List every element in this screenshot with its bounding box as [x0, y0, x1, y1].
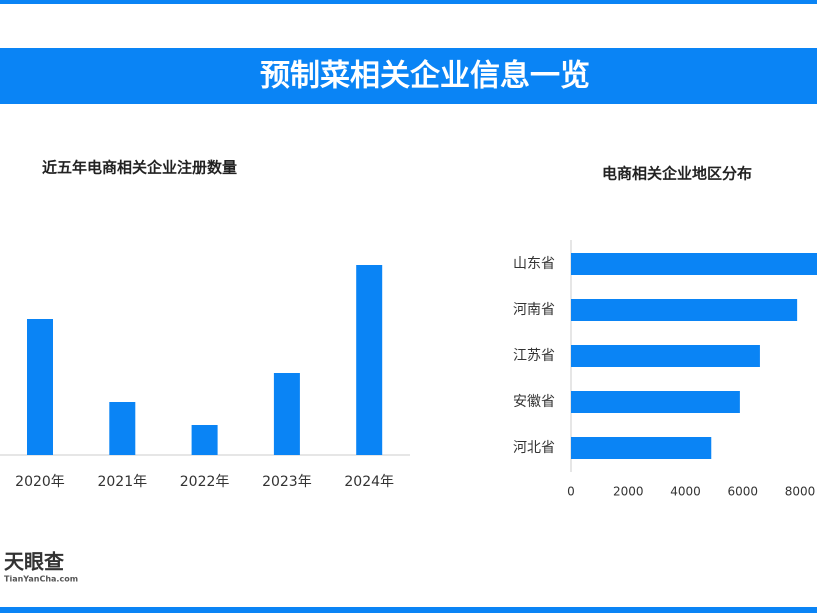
bar — [273, 373, 300, 455]
x-tick-label: 0 — [567, 485, 575, 499]
x-tick-label: 8000 — [785, 485, 816, 499]
y-tick-label: 山东省 — [513, 256, 555, 272]
x-tick-label: 2021年 — [97, 474, 147, 490]
x-tick-label: 2024年 — [344, 474, 394, 490]
bar — [571, 253, 817, 275]
x-tick-label: 2020年 — [15, 474, 65, 490]
bar — [109, 402, 136, 455]
bar — [571, 345, 760, 367]
chart-title: 近五年电商相关企业注册数量 — [42, 159, 237, 177]
x-tick-label: 6000 — [727, 485, 758, 499]
bar — [571, 299, 798, 321]
x-tick-label: 4000 — [670, 485, 701, 499]
x-tick-label: 2022年 — [180, 474, 230, 490]
x-tick-label: 2000 — [613, 485, 644, 499]
bar — [356, 265, 383, 455]
bar — [27, 319, 53, 455]
top-stripe — [0, 0, 817, 4]
y-tick-label: 河南省 — [513, 302, 555, 318]
page-title: 预制菜相关企业信息一览 — [260, 59, 590, 94]
bottom-stripe — [0, 607, 817, 613]
logo: 天眼查 — [4, 550, 64, 574]
title-banner — [0, 48, 817, 104]
y-tick-label: 河北省 — [513, 440, 555, 456]
bar — [191, 425, 218, 455]
bar — [571, 391, 740, 413]
chart-title: 电商相关企业地区分布 — [602, 165, 752, 183]
y-tick-label: 安徽省 — [513, 394, 555, 410]
x-tick-label: 2023年 — [262, 474, 312, 490]
bar — [571, 437, 712, 459]
y-tick-label: 江苏省 — [513, 348, 555, 364]
logo-sub: TianYanCha.com — [4, 575, 78, 584]
